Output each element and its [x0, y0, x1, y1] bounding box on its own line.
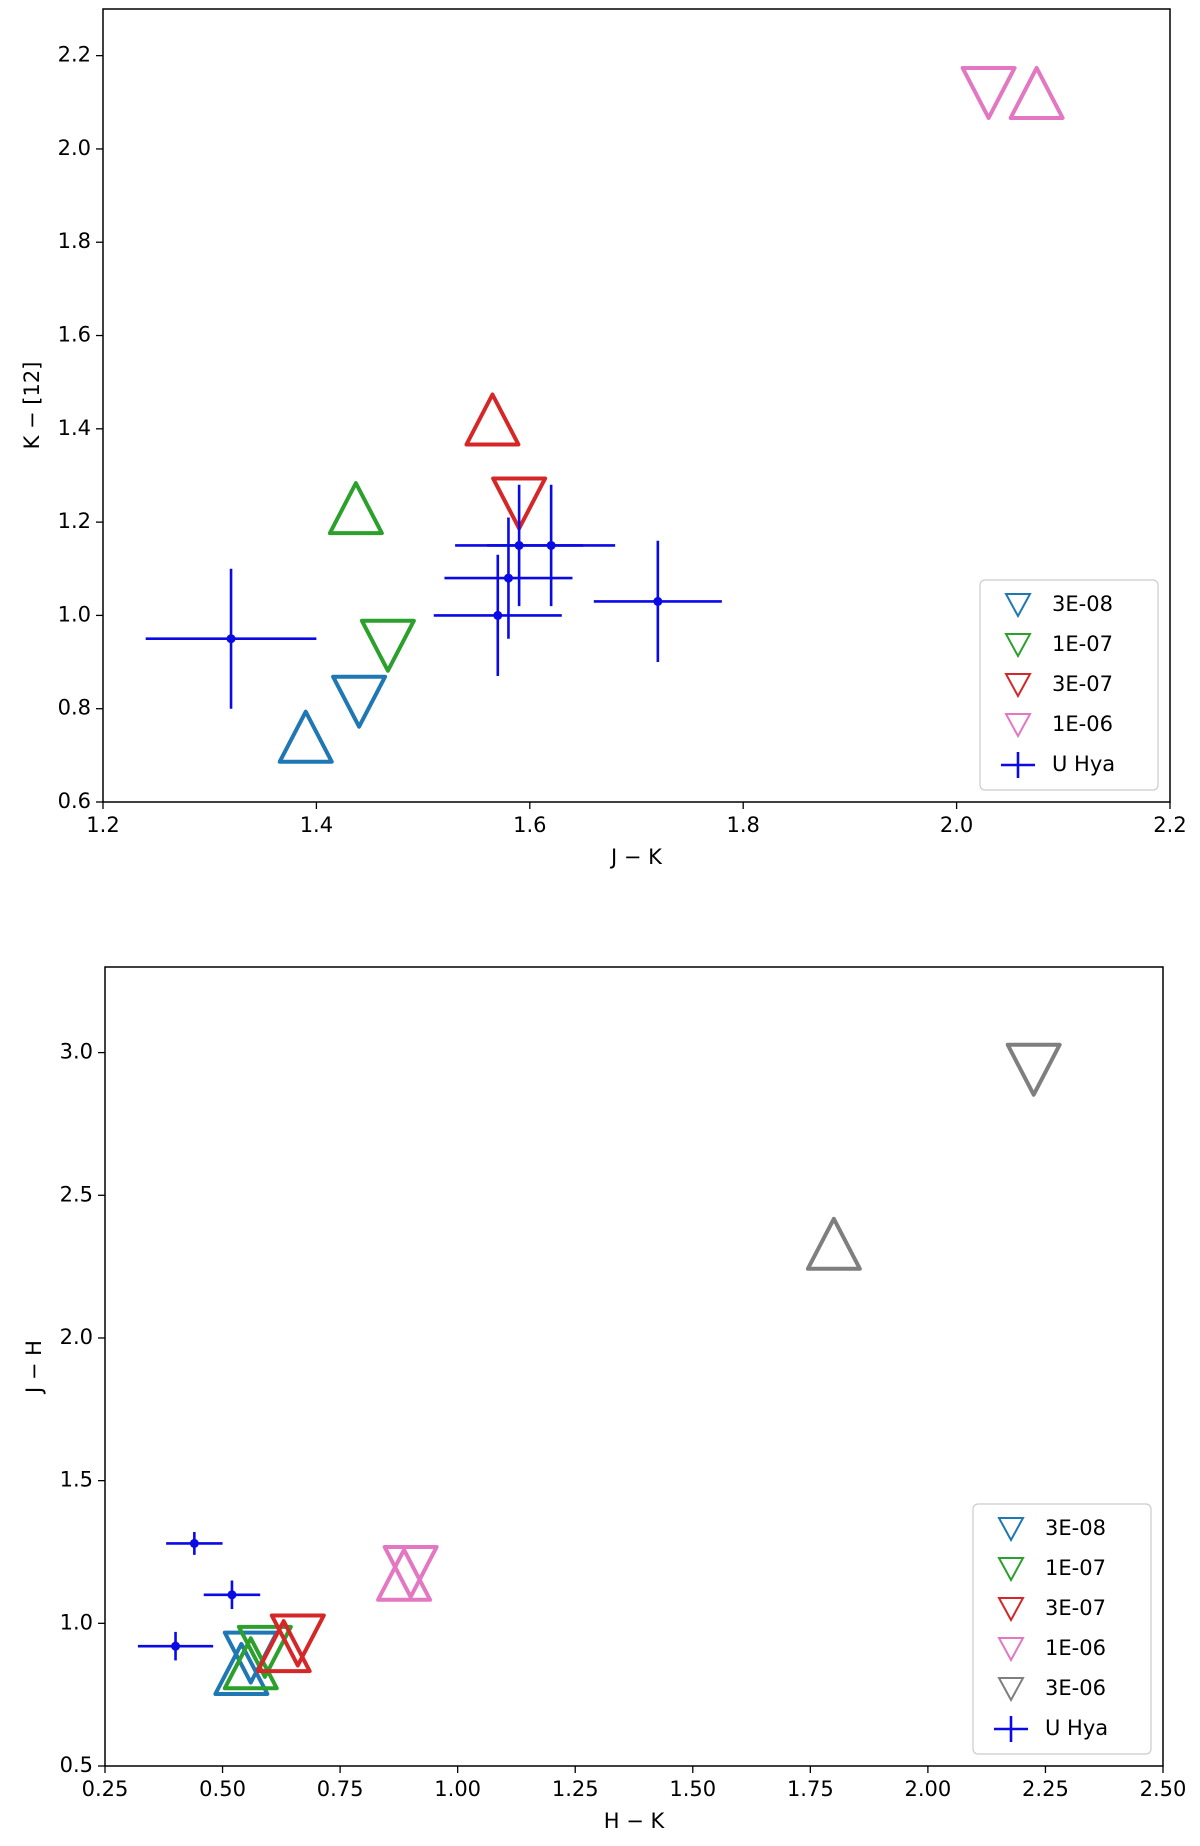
point [653, 596, 663, 606]
point [227, 1590, 237, 1600]
point [960, 65, 1017, 120]
y-tick-label: 2.0 [58, 136, 91, 160]
y-tick-label: 1.8 [58, 229, 91, 253]
point [226, 634, 236, 644]
legend: 3E-08 1E-07 3E-07 1E-06 U Hya [979, 579, 1159, 791]
point [805, 1216, 862, 1271]
point [189, 1538, 199, 1548]
point [503, 573, 513, 583]
legend-icon [997, 1557, 1025, 1583]
x-tick-label: 1.8 [726, 813, 759, 837]
legend-icon [997, 1597, 1025, 1623]
legend-label: 1E-07 [1052, 632, 1113, 656]
y-tick-label: 3.0 [60, 1040, 93, 1064]
x-tick-label: 1.4 [300, 813, 333, 837]
legend: 3E-08 1E-07 3E-07 1E-06 3E-06 U Hya [972, 1503, 1152, 1755]
point [331, 674, 388, 729]
y-axis-label: J − H [22, 1340, 46, 1395]
point [464, 392, 521, 447]
y-tick-label: 1.2 [58, 509, 91, 533]
legend-label: 1E-06 [1045, 1636, 1106, 1660]
point [327, 481, 384, 536]
y-tick-label: 0.8 [58, 696, 91, 720]
x-tick-label: 0.50 [199, 1777, 246, 1801]
x-tick-label: 2.00 [905, 1777, 952, 1801]
legend-label: 3E-08 [1045, 1516, 1106, 1540]
legend-icon [1004, 633, 1032, 659]
point [493, 610, 503, 620]
legend-icon [997, 1677, 1025, 1703]
y-axis-label: K − [12] [20, 362, 44, 450]
point [1008, 65, 1065, 120]
point [546, 540, 556, 550]
x-tick-label: 2.25 [1022, 1777, 1069, 1801]
x-tick-label: 0.75 [317, 1777, 364, 1801]
point [277, 709, 334, 764]
x-tick-label: 2.2 [1153, 813, 1186, 837]
y-tick-label: 1.0 [60, 1610, 93, 1634]
x-tick-label: 2.0 [940, 813, 973, 837]
x-tick-label: 1.25 [552, 1777, 599, 1801]
point [213, 1641, 270, 1696]
point [382, 1544, 439, 1599]
legend-icon [997, 1517, 1025, 1543]
point [491, 476, 548, 531]
legend-label: 1E-07 [1045, 1556, 1106, 1580]
y-tick-label: 0.5 [60, 1753, 93, 1777]
y-tick-label: 2.2 [58, 43, 91, 67]
x-axis-label: J − K [609, 845, 663, 869]
y-tick-label: 1.6 [58, 323, 91, 347]
legend-label: 3E-07 [1052, 672, 1113, 696]
point [1005, 1042, 1062, 1097]
point [376, 1547, 433, 1602]
legend-icon [1004, 673, 1032, 699]
legend-frame [979, 579, 1159, 791]
legend-label: 1E-06 [1052, 712, 1113, 736]
point [171, 1641, 181, 1651]
legend-icon [1004, 713, 1032, 739]
legend-label: 3E-08 [1052, 592, 1113, 616]
plot: 1.2 1.4 1.6 1.8 2.0 2.2 0.6 0.8 1.0 1.2 1.4 1.6 1.8 2… [20, 8, 1187, 869]
plot: 0.25 0.50 0.75 1.00 1.25 1.50 1.75 2.00 2.25 2.50… [22, 966, 1187, 1833]
point [269, 1613, 326, 1668]
points [137, 1042, 1062, 1696]
x-tick-label: 2.50 [1140, 1777, 1187, 1801]
legend-label: U Hya [1045, 1716, 1108, 1740]
x-tick-label: 1.75 [787, 1777, 834, 1801]
legend-icon [997, 1637, 1025, 1663]
y-tick-label: 2.0 [60, 1325, 93, 1349]
x-axis-label: H − K [604, 1809, 666, 1833]
legend-label: U Hya [1052, 752, 1115, 776]
y-tick-label: 1.4 [58, 416, 91, 440]
x-tick-label: 1.00 [434, 1777, 481, 1801]
x-tick-label: 0.25 [82, 1777, 129, 1801]
point [236, 1624, 293, 1679]
legend-label: 3E-06 [1045, 1676, 1106, 1700]
x-tick-label: 1.6 [513, 813, 546, 837]
y-tick-label: 0.6 [58, 789, 91, 813]
legend-icon [1004, 593, 1032, 619]
plot-frame [104, 966, 1164, 1767]
point [255, 1619, 312, 1674]
x-tick-label: 1.2 [86, 813, 119, 837]
plot-frame [102, 8, 1171, 803]
y-tick-label: 2.5 [60, 1182, 93, 1206]
y-tick-label: 1.0 [58, 602, 91, 626]
x-tick-label: 1.50 [669, 1777, 716, 1801]
legend-label: 3E-07 [1045, 1596, 1106, 1620]
points [145, 65, 1065, 764]
y-tick-label: 1.5 [60, 1468, 93, 1492]
point [359, 618, 416, 673]
